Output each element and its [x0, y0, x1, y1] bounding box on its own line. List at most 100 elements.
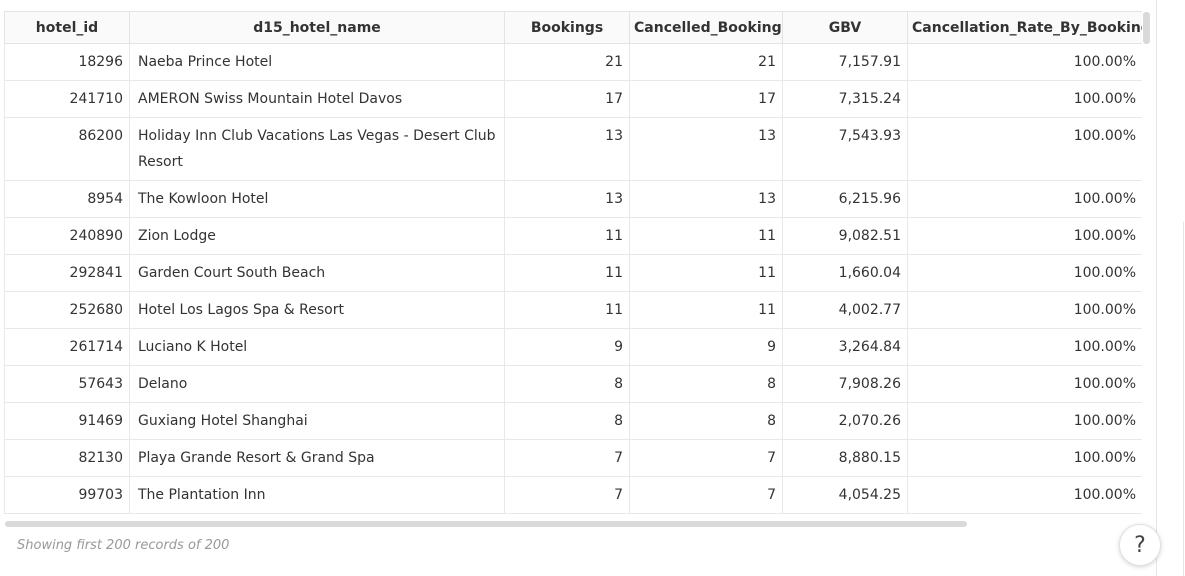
cell-cancellation-rate: 100.00%: [907, 217, 1142, 255]
column-header-bookings[interactable]: Bookings: [504, 11, 630, 44]
cell-hotel-id: 18296: [4, 43, 130, 81]
cell-hotel-name: Holiday Inn Club Vacations Las Vegas - D…: [129, 117, 505, 181]
cell-bookings: 7: [504, 439, 630, 477]
cell-bookings: 13: [504, 180, 630, 218]
cell-cancellation-rate: 100.00%: [907, 180, 1142, 218]
column-header-hotel-name[interactable]: d15_hotel_name: [129, 11, 505, 44]
cell-hotel-name: AMERON Swiss Mountain Hotel Davos: [129, 80, 505, 118]
cell-hotel-id: 82130: [4, 439, 130, 477]
table-row[interactable]: 82130 Playa Grande Resort & Grand Spa 7 7 8,…: [4, 439, 1142, 477]
table-row[interactable]: 8954 The Kowloon Hotel 13 13 6,215.96 100.00%: [4, 180, 1142, 218]
cell-gbv: 6,215.96: [782, 180, 908, 218]
cell-cancelled-bookings: 7: [629, 476, 783, 514]
cell-bookings: 21: [504, 43, 630, 81]
panel-edge: [1183, 222, 1184, 576]
cell-bookings: 11: [504, 217, 630, 255]
cell-gbv: 7,157.91: [782, 43, 908, 81]
records-status-text: Showing first 200 records of 200: [17, 538, 230, 553]
cell-cancelled-bookings: 8: [629, 365, 783, 403]
results-table-viewport[interactable]: hotel_id d15_hotel_name Bookings Cancell…: [4, 11, 1142, 519]
cell-gbv: 8,880.15: [782, 439, 908, 477]
horizontal-scrollbar-thumb[interactable]: [5, 521, 967, 527]
cell-gbv: 7,908.26: [782, 365, 908, 403]
cell-bookings: 9: [504, 328, 630, 366]
cell-hotel-id: 240890: [4, 217, 130, 255]
cell-gbv: 7,315.24: [782, 80, 908, 118]
cell-hotel-id: 91469: [4, 402, 130, 440]
table-row[interactable]: 86200 Holiday Inn Club Vacations Las Vega…: [4, 117, 1142, 181]
table-row[interactable]: 18296 Naeba Prince Hotel 21 21 7,157.91 100.0…: [4, 43, 1142, 81]
cell-cancelled-bookings: 7: [629, 439, 783, 477]
cell-hotel-name: Zion Lodge: [129, 217, 505, 255]
cell-bookings: 13: [504, 117, 630, 181]
cell-cancellation-rate: 100.00%: [907, 80, 1142, 118]
table-row[interactable]: 57643 Delano 8 8 7,908.26 100.00%: [4, 365, 1142, 403]
cell-bookings: 11: [504, 254, 630, 292]
cell-hotel-name: Naeba Prince Hotel: [129, 43, 505, 81]
results-table: hotel_id d15_hotel_name Bookings Cancell…: [4, 11, 1142, 514]
cell-cancellation-rate: 100.00%: [907, 117, 1142, 181]
cell-cancelled-bookings: 11: [629, 291, 783, 329]
table-row[interactable]: 252680 Hotel Los Lagos Spa & Resort 11 11 4,…: [4, 291, 1142, 329]
table-body: 18296 Naeba Prince Hotel 21 21 7,157.91 100.0…: [4, 43, 1142, 514]
cell-hotel-name: The Plantation Inn: [129, 476, 505, 514]
table-row[interactable]: 241710 AMERON Swiss Mountain Hotel Davos 1…: [4, 80, 1142, 118]
cell-hotel-name: The Kowloon Hotel: [129, 180, 505, 218]
cell-hotel-id: 292841: [4, 254, 130, 292]
vertical-scrollbar-thumb[interactable]: [1143, 12, 1150, 44]
table-row[interactable]: 261714 Luciano K Hotel 9 9 3,264.84 100.00%: [4, 328, 1142, 366]
cell-cancelled-bookings: 13: [629, 180, 783, 218]
cell-cancelled-bookings: 21: [629, 43, 783, 81]
cell-cancelled-bookings: 17: [629, 80, 783, 118]
cell-hotel-name: Garden Court South Beach: [129, 254, 505, 292]
cell-cancellation-rate: 100.00%: [907, 365, 1142, 403]
cell-hotel-id: 99703: [4, 476, 130, 514]
table-header-row: hotel_id d15_hotel_name Bookings Cancell…: [4, 11, 1142, 44]
cell-bookings: 17: [504, 80, 630, 118]
cell-bookings: 7: [504, 476, 630, 514]
column-header-cancelled-bookings[interactable]: Cancelled_Bookings: [629, 11, 783, 44]
cell-hotel-name: Playa Grande Resort & Grand Spa: [129, 439, 505, 477]
table-row[interactable]: 240890 Zion Lodge 11 11 9,082.51 100.00%: [4, 217, 1142, 255]
cell-bookings: 8: [504, 402, 630, 440]
cell-gbv: 1,660.04: [782, 254, 908, 292]
cell-hotel-name: Delano: [129, 365, 505, 403]
table-row[interactable]: 99703 The Plantation Inn 7 7 4,054.25 100.00%: [4, 476, 1142, 514]
cell-cancelled-bookings: 9: [629, 328, 783, 366]
cell-hotel-id: 86200: [4, 117, 130, 181]
question-mark-icon: ?: [1134, 532, 1146, 558]
table-row[interactable]: 91469 Guxiang Hotel Shanghai 8 8 2,070.26 100…: [4, 402, 1142, 440]
cell-hotel-name: Guxiang Hotel Shanghai: [129, 402, 505, 440]
cell-hotel-id: 8954: [4, 180, 130, 218]
column-header-cancellation-rate[interactable]: Cancellation_Rate_By_Bookings: [907, 11, 1142, 44]
cell-cancelled-bookings: 8: [629, 402, 783, 440]
cell-cancellation-rate: 100.00%: [907, 476, 1142, 514]
cell-cancellation-rate: 100.00%: [907, 439, 1142, 477]
cell-hotel-name: Luciano K Hotel: [129, 328, 505, 366]
cell-gbv: 4,002.77: [782, 291, 908, 329]
cell-hotel-id: 261714: [4, 328, 130, 366]
cell-cancellation-rate: 100.00%: [907, 254, 1142, 292]
cell-cancelled-bookings: 11: [629, 217, 783, 255]
cell-gbv: 4,054.25: [782, 476, 908, 514]
column-header-hotel-id[interactable]: hotel_id: [4, 11, 130, 44]
cell-gbv: 3,264.84: [782, 328, 908, 366]
cell-hotel-name: Hotel Los Lagos Spa & Resort: [129, 291, 505, 329]
cell-cancelled-bookings: 13: [629, 117, 783, 181]
horizontal-scrollbar[interactable]: [4, 519, 1142, 528]
cell-cancellation-rate: 100.00%: [907, 43, 1142, 81]
cell-gbv: 2,070.26: [782, 402, 908, 440]
panel-divider: [1156, 0, 1157, 576]
cell-hotel-id: 252680: [4, 291, 130, 329]
cell-gbv: 9,082.51: [782, 217, 908, 255]
column-header-gbv[interactable]: GBV: [782, 11, 908, 44]
cell-bookings: 8: [504, 365, 630, 403]
help-button[interactable]: ?: [1119, 524, 1161, 566]
cell-hotel-id: 241710: [4, 80, 130, 118]
cell-gbv: 7,543.93: [782, 117, 908, 181]
cell-bookings: 11: [504, 291, 630, 329]
table-row[interactable]: 292841 Garden Court South Beach 11 11 1,660.…: [4, 254, 1142, 292]
cell-cancellation-rate: 100.00%: [907, 291, 1142, 329]
cell-cancellation-rate: 100.00%: [907, 328, 1142, 366]
